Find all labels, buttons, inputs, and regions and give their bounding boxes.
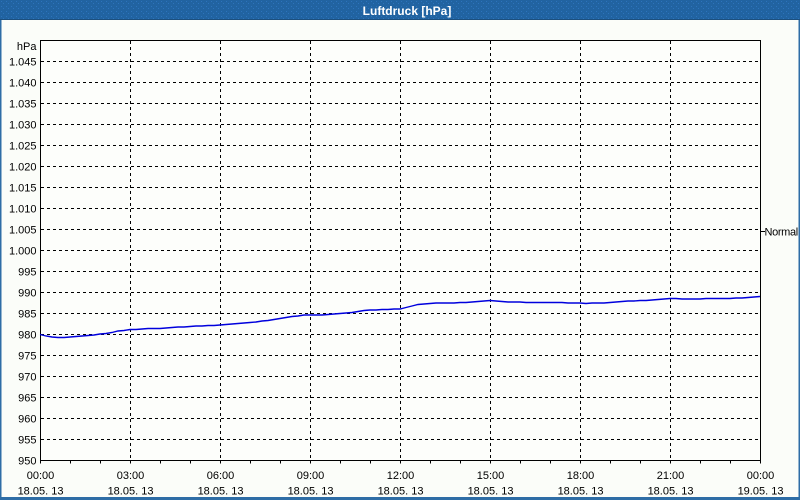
svg-text:1.045: 1.045 — [9, 57, 37, 69]
svg-text:990: 990 — [18, 288, 36, 300]
svg-text:985: 985 — [18, 309, 36, 321]
svg-text:18.05. 13: 18.05. 13 — [558, 486, 604, 498]
svg-text:18.05. 13: 18.05. 13 — [108, 486, 154, 498]
svg-text:15:00: 15:00 — [477, 470, 505, 482]
svg-text:hPa: hPa — [17, 41, 37, 53]
svg-text:03:00: 03:00 — [117, 470, 145, 482]
svg-text:06:00: 06:00 — [207, 470, 235, 482]
svg-text:1.030: 1.030 — [9, 120, 37, 132]
svg-text:1.010: 1.010 — [9, 204, 37, 216]
svg-text:18.05. 13: 18.05. 13 — [468, 486, 514, 498]
svg-text:960: 960 — [18, 414, 36, 426]
svg-text:995: 995 — [18, 267, 36, 279]
svg-text:1.035: 1.035 — [9, 99, 37, 111]
svg-text:18.05. 13: 18.05. 13 — [288, 486, 334, 498]
svg-text:1.000: 1.000 — [9, 246, 37, 258]
svg-text:975: 975 — [18, 351, 36, 363]
svg-text:Luftdruck [hPa]: Luftdruck [hPa] — [363, 4, 452, 18]
svg-text:19.05. 13: 19.05. 13 — [738, 486, 784, 498]
svg-text:950: 950 — [18, 456, 36, 468]
svg-text:1.020: 1.020 — [9, 162, 37, 174]
svg-text:Normal: Normal — [765, 227, 798, 239]
svg-text:21:00: 21:00 — [657, 470, 685, 482]
svg-text:00:00: 00:00 — [747, 470, 775, 482]
svg-text:955: 955 — [18, 435, 36, 447]
svg-text:18.05. 13: 18.05. 13 — [648, 486, 694, 498]
svg-text:18.05. 13: 18.05. 13 — [378, 486, 424, 498]
svg-text:12:00: 12:00 — [387, 470, 415, 482]
svg-text:1.005: 1.005 — [9, 225, 37, 237]
svg-text:1.025: 1.025 — [9, 141, 37, 153]
svg-text:970: 970 — [18, 372, 36, 384]
svg-text:18.05. 13: 18.05. 13 — [198, 486, 244, 498]
svg-text:18.05. 13: 18.05. 13 — [18, 486, 64, 498]
svg-text:1.015: 1.015 — [9, 183, 37, 195]
svg-text:00:00: 00:00 — [27, 470, 55, 482]
svg-text:980: 980 — [18, 330, 36, 342]
svg-text:965: 965 — [18, 393, 36, 405]
svg-text:18:00: 18:00 — [567, 470, 595, 482]
svg-text:1.040: 1.040 — [9, 78, 37, 90]
svg-text:09:00: 09:00 — [297, 470, 325, 482]
